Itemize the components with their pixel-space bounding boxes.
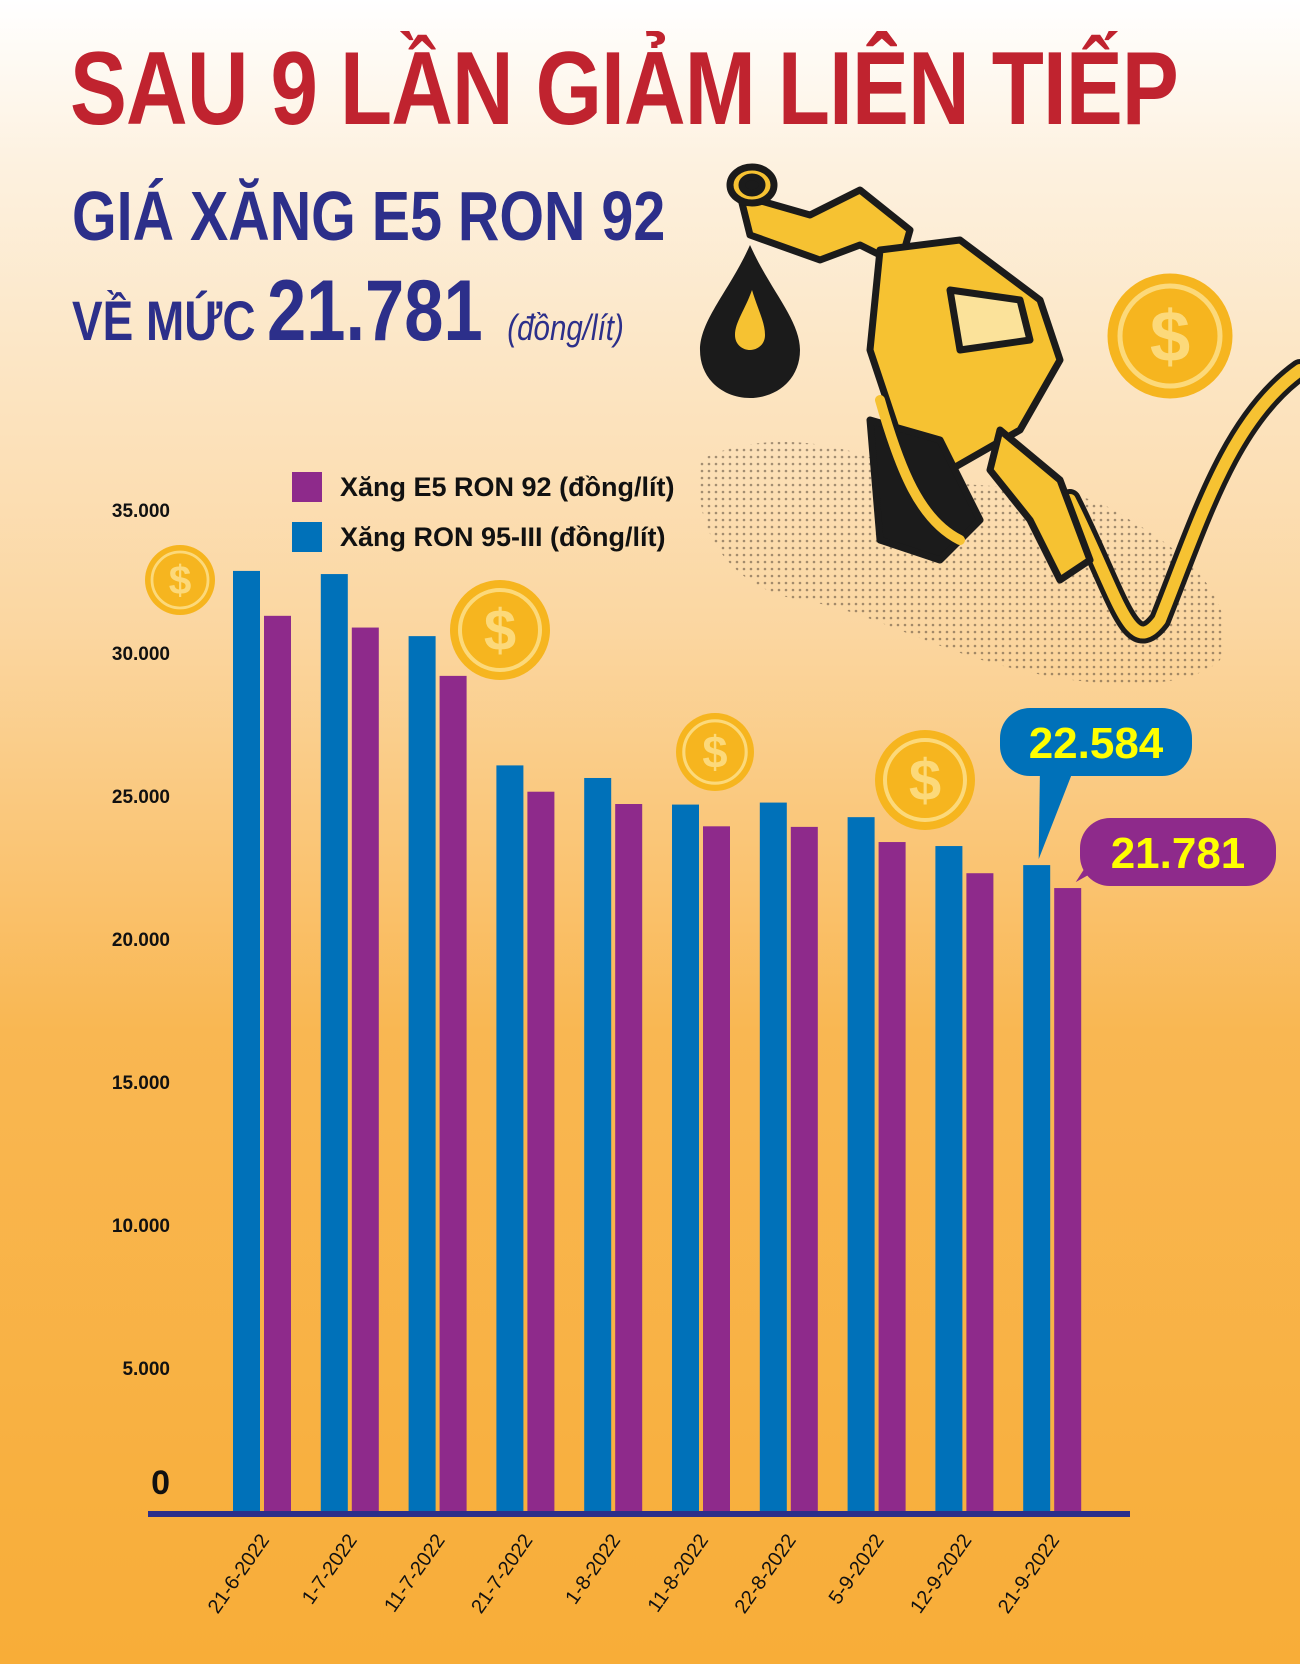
bar-ron95 (320, 574, 348, 1511)
headline-price-line: VỀ MỨC 21.781 (đồng/lít) (72, 262, 624, 361)
legend-swatch (292, 472, 322, 502)
bar-e5 (790, 826, 818, 1511)
bar-e5 (351, 627, 379, 1511)
y-tick-label: 10.000 (112, 1216, 170, 1237)
x-tick-label: 11-8-2022 (644, 1530, 713, 1616)
x-axis-labels: 21-6-2022 1-7-2022 11-7-2022 21-7-2022 1-8-2… (204, 1530, 1065, 1617)
bar-ron95 (1023, 865, 1051, 1511)
x-tick-label: 5-9-2022 (825, 1530, 889, 1608)
x-tick-label: 1-8-2022 (561, 1530, 625, 1608)
headline-unit: (đồng/lít) (507, 307, 624, 348)
y-tick-label: 25.000 (112, 787, 170, 808)
x-tick-label: 22-8-2022 (731, 1530, 801, 1617)
bar-e5 (878, 842, 906, 1511)
bar-e5 (966, 873, 994, 1511)
bar-ron95 (233, 570, 260, 1511)
y-tick-label: 5.000 (122, 1359, 170, 1380)
page-title: SAU 9 LẦN GIẢM LIÊN TIẾP (70, 31, 1179, 147)
oil-drop-icon (700, 245, 800, 398)
bar-e5 (264, 615, 291, 1511)
bar-ron95 (672, 804, 699, 1511)
halftone-pattern (698, 441, 1226, 684)
bar-ron95 (759, 802, 787, 1511)
bar-ron95 (584, 777, 612, 1511)
fuel-nozzle-icon (726, 163, 1300, 644)
legend: Xăng E5 RON 92 (đồng/lít) Xăng RON 95-III… (292, 472, 675, 552)
bar-e5 (703, 826, 730, 1511)
y-tick-label: 0 (151, 1464, 170, 1502)
bar-e5 (1054, 888, 1082, 1511)
headline-price: 21.781 (267, 263, 483, 359)
bar-ron95 (496, 765, 524, 1511)
headline-prefix: VỀ MỨC (72, 289, 256, 352)
callout-pointer (1075, 860, 1115, 883)
bar-ron95 (935, 846, 963, 1511)
y-tick-label: 35.000 (112, 501, 170, 522)
bar-e5 (615, 804, 643, 1511)
x-tick-label: 21-6-2022 (204, 1530, 274, 1617)
y-tick-label: 15.000 (112, 1073, 170, 1094)
bar-e5 (439, 675, 467, 1511)
legend-swatch (292, 522, 322, 552)
x-tick-label: 1-7-2022 (298, 1530, 362, 1608)
x-tick-label: 12-9-2022 (906, 1530, 976, 1617)
x-tick-label: 21-9-2022 (994, 1530, 1064, 1617)
callout-bubble (1080, 818, 1276, 886)
legend-label: Xăng RON 95-III (đồng/lít) (340, 522, 666, 552)
bar-ron95 (847, 817, 875, 1511)
bars (233, 570, 1082, 1511)
callouts: 22.584 21.781 (1000, 708, 1276, 886)
y-axis-ticks: 0 5.000 10.000 15.000 20.000 25.000 30.000 35.0… (112, 501, 170, 1502)
callout-pointer (1038, 766, 1075, 860)
callout-label-e5: 21.781 (1111, 829, 1246, 878)
x-tick-label: 11-7-2022 (380, 1530, 449, 1616)
y-tick-label: 30.000 (112, 644, 170, 665)
bar-ron95 (408, 636, 436, 1511)
callout-label-ron95: 22.584 (1029, 719, 1164, 768)
bar-e5 (527, 791, 555, 1511)
callout-bubble (1000, 708, 1192, 776)
x-tick-label: 21-7-2022 (467, 1530, 537, 1617)
page-subtitle: GIÁ XĂNG E5 RON 92 (72, 177, 666, 255)
y-tick-label: 20.000 (112, 930, 170, 951)
legend-label: Xăng E5 RON 92 (đồng/lít) (340, 472, 675, 502)
